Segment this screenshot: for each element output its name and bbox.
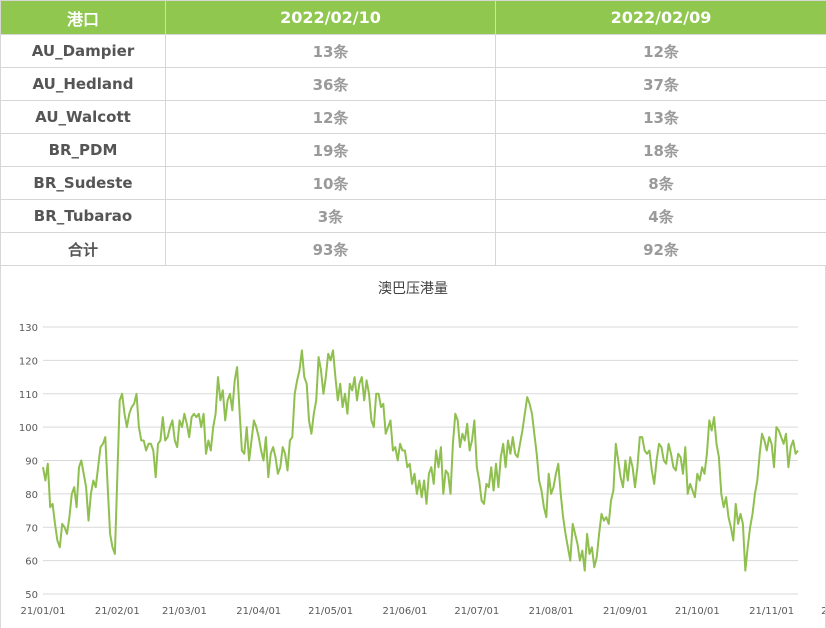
count-2022-02-09: 12条: [495, 34, 826, 68]
x-tick-label: 21/09/01: [603, 606, 648, 617]
y-tick-label: 110: [19, 390, 38, 401]
x-tick-label: 21/03/01: [162, 606, 207, 617]
count-2022-02-09: 13条: [495, 100, 826, 134]
count-2022-02-10: 10条: [165, 166, 496, 200]
header-port: 港口: [0, 0, 166, 35]
total-label: 合计: [0, 232, 166, 266]
count-2022-02-10: 13条: [165, 34, 496, 68]
table-row: AU_Dampier 13条 12条: [0, 34, 826, 68]
port-name: AU_Hedland: [0, 67, 166, 101]
x-tick-label: 21/11/01: [749, 606, 794, 617]
y-tick-label: 90: [25, 457, 38, 468]
y-tick-label: 120: [19, 356, 38, 367]
table-row: BR_Sudeste 10条 8条: [0, 166, 826, 200]
count-2022-02-10: 36条: [165, 67, 496, 101]
total-2022-02-10: 93条: [165, 232, 496, 266]
count-2022-02-10: 12条: [165, 100, 496, 134]
port-name: BR_Sudeste: [0, 166, 166, 200]
y-tick-label: 50: [25, 590, 38, 601]
x-tick-label: 21/06/01: [382, 606, 427, 617]
header-date-1: 2022/02/10: [165, 0, 496, 35]
table-row: BR_Tubarao 3条 4条: [0, 199, 826, 233]
count-2022-02-09: 18条: [495, 133, 826, 167]
table-header-row: 港口 2022/02/10 2022/02/09: [0, 0, 826, 35]
chart-panel: 澳巴压港量 50 60 70 80 90 100 110 120 130 21/01/01 21/…: [0, 265, 826, 628]
table-row: BR_PDM 19条 18条: [0, 133, 826, 167]
count-2022-02-09: 37条: [495, 67, 826, 101]
count-2022-02-09: 8条: [495, 166, 826, 200]
x-axis-ticks: 21/01/01 21/02/01 21/03/01 21/04/01 21/05/01…: [21, 606, 825, 617]
series-line: [42, 349, 799, 572]
header-date-2: 2022/02/09: [495, 0, 826, 35]
y-tick-label: 70: [25, 523, 38, 534]
x-tick-label: 21/10/01: [675, 606, 720, 617]
x-tick-label: 21/01/01: [21, 606, 66, 617]
port-name: AU_Walcott: [0, 100, 166, 134]
port-name: BR_Tubarao: [0, 199, 166, 233]
port-name: AU_Dampier: [0, 34, 166, 68]
total-2022-02-09: 92条: [495, 232, 826, 266]
x-tick-label: 21/02/01: [95, 606, 140, 617]
x-tick-label: 21/04/01: [236, 606, 281, 617]
port-name: BR_PDM: [0, 133, 166, 167]
port-table: 港口 2022/02/10 2022/02/09 AU_Dampier 13条 …: [0, 0, 826, 266]
y-tick-label: 100: [19, 423, 38, 434]
y-tick-label: 60: [25, 557, 38, 568]
x-tick-label: 21/08/01: [529, 606, 574, 617]
table-row-total: 合计 93条 92条: [0, 232, 826, 266]
chart-title: 澳巴压港量: [378, 281, 448, 297]
x-tick-label: 21/12/01: [821, 606, 825, 617]
table-row: AU_Walcott 12条 13条: [0, 100, 826, 134]
x-tick-label: 21/07/01: [454, 606, 499, 617]
count-2022-02-10: 19条: [165, 133, 496, 167]
count-2022-02-10: 3条: [165, 199, 496, 233]
y-axis-ticks: 50 60 70 80 90 100 110 120 130: [19, 323, 38, 601]
y-tick-label: 130: [19, 323, 38, 334]
table-row: AU_Hedland 36条 37条: [0, 67, 826, 101]
y-tick-label: 80: [25, 490, 38, 501]
grid-lines: [43, 326, 798, 595]
count-2022-02-09: 4条: [495, 199, 826, 233]
x-tick-label: 21/05/01: [308, 606, 353, 617]
